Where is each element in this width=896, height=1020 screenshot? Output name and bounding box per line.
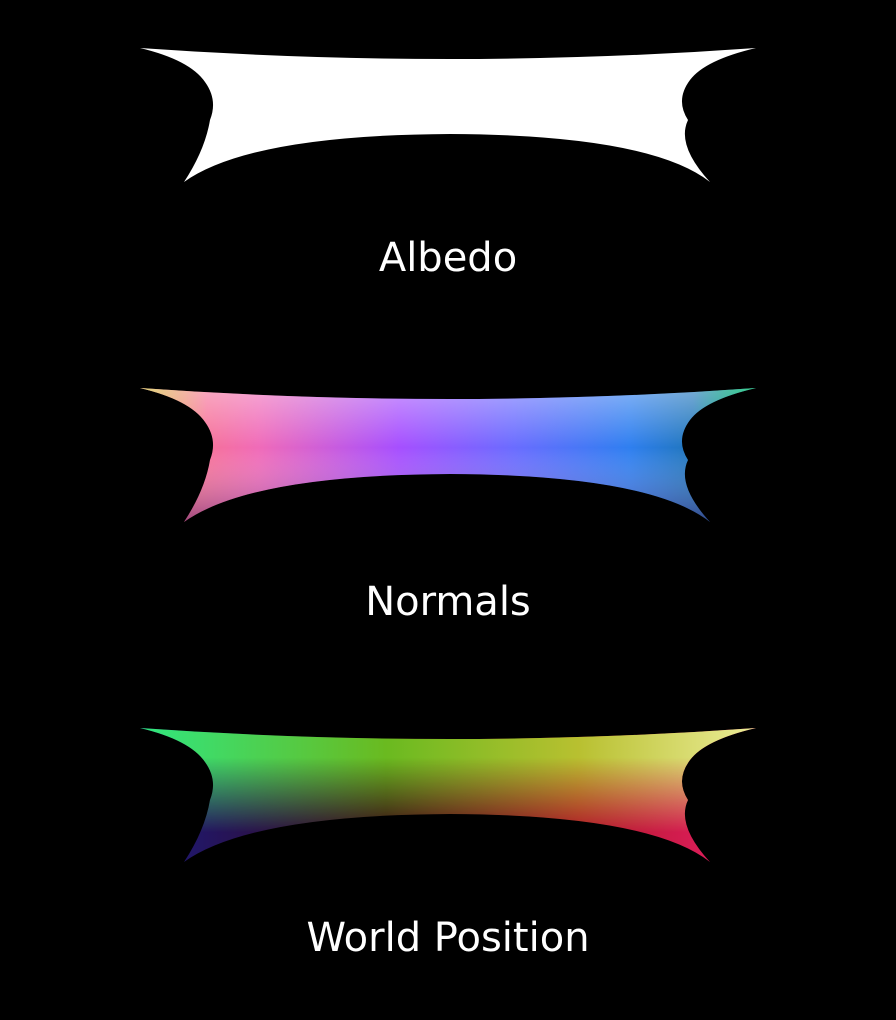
world-position-label: World Position	[306, 915, 590, 961]
world-position-panel: World Position	[0, 680, 896, 980]
albedo-label: Albedo	[378, 235, 518, 281]
albedo-buffer-image	[140, 48, 756, 182]
normals-label: Normals	[365, 579, 531, 625]
world-position-buffer-image	[140, 728, 756, 862]
normals-panel: Normals	[0, 340, 896, 640]
normals-buffer-image	[140, 388, 756, 522]
albedo-panel: Albedo	[0, 0, 896, 300]
